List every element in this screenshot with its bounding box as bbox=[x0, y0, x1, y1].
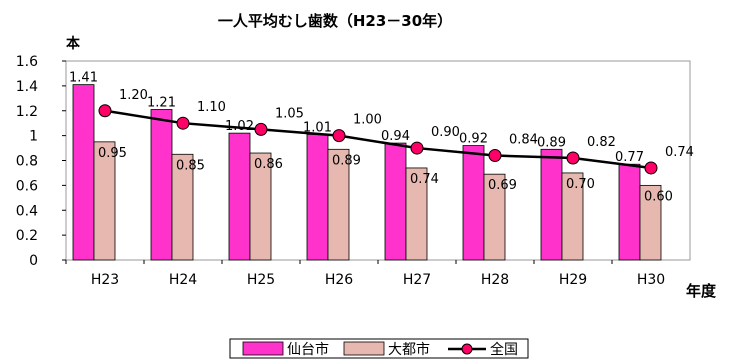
marker-zenkoku bbox=[176, 116, 190, 130]
data-label-daitoshi: 0.95 bbox=[98, 146, 127, 161]
data-label-daitoshi: 0.70 bbox=[566, 177, 595, 192]
bar-daitoshi bbox=[249, 152, 272, 261]
x-tick-label: H30 bbox=[637, 272, 665, 288]
plot-area: 0 0.2 0.4 0.6 0.8 1 1.2 1.4 1.6 H23 H24 H25 H26 H27 H2… bbox=[16, 54, 694, 288]
x-tick-label: H24 bbox=[169, 272, 197, 288]
data-label-daitoshi: 0.89 bbox=[332, 153, 361, 168]
y-tick-label: 1.6 bbox=[16, 54, 38, 70]
bar-sendai bbox=[384, 142, 407, 261]
x-tick-label: H27 bbox=[403, 272, 431, 288]
bar-daitoshi bbox=[171, 153, 194, 261]
y-axis-label: 本 bbox=[66, 35, 81, 52]
y-tick-label: 0.4 bbox=[16, 203, 38, 219]
y-tick-label: 0.2 bbox=[16, 228, 38, 244]
x-tick-label: H26 bbox=[325, 272, 353, 288]
x-tick-label: H29 bbox=[559, 272, 587, 288]
data-label-daitoshi: 0.69 bbox=[488, 178, 517, 193]
bar-daitoshi bbox=[327, 148, 350, 261]
data-label-zenkoku: 1.20 bbox=[119, 88, 148, 103]
x-tick-label: H25 bbox=[247, 272, 275, 288]
data-label-sendai: 0.92 bbox=[459, 132, 488, 147]
data-label-daitoshi: 0.85 bbox=[176, 158, 205, 173]
bar-sendai bbox=[150, 109, 173, 261]
legend-label-zenkoku: 全国 bbox=[490, 341, 518, 358]
data-label-daitoshi: 0.60 bbox=[644, 189, 673, 204]
bar-sendai bbox=[462, 145, 485, 261]
x-tick-label: H28 bbox=[481, 272, 509, 288]
legend-swatch-daitoshi bbox=[343, 341, 385, 356]
bar-daitoshi bbox=[93, 141, 116, 261]
data-label-sendai: 0.94 bbox=[381, 129, 410, 144]
bar-daitoshi bbox=[639, 184, 662, 261]
y-tick-label: 0.6 bbox=[16, 178, 38, 194]
data-label-zenkoku: 1.00 bbox=[353, 113, 382, 128]
bar-sendai bbox=[72, 84, 95, 261]
y-tick-label: 1.2 bbox=[16, 104, 38, 120]
legend-label-sendai: 仙台市 bbox=[287, 341, 329, 358]
data-label-zenkoku: 0.90 bbox=[431, 125, 460, 140]
bar-daitoshi bbox=[483, 173, 506, 261]
marker-zenkoku bbox=[254, 122, 268, 136]
bar-sendai bbox=[540, 148, 563, 261]
chart-title: 一人平均むし歯数（H23－30年） bbox=[218, 12, 452, 30]
data-label-zenkoku: 1.05 bbox=[275, 106, 304, 121]
bar-sendai bbox=[306, 133, 329, 261]
y-tick-label: 0.8 bbox=[16, 154, 38, 170]
x-axis-label: 年度 bbox=[686, 282, 717, 300]
line-zenkoku bbox=[104, 109, 652, 170]
bar-daitoshi bbox=[561, 172, 584, 261]
marker-zenkoku bbox=[410, 141, 424, 155]
legend: 仙台市 大都市 全国 bbox=[229, 338, 529, 359]
data-label-sendai: 1.02 bbox=[225, 119, 254, 134]
data-label-sendai: 1.01 bbox=[303, 120, 332, 135]
y-tick-label: 1 bbox=[29, 129, 38, 145]
bar-daitoshi bbox=[405, 167, 428, 261]
x-tick-label: H23 bbox=[91, 272, 119, 288]
bar-sendai bbox=[618, 163, 641, 261]
data-label-sendai: 0.89 bbox=[537, 135, 566, 150]
data-label-zenkoku: 0.74 bbox=[665, 145, 694, 160]
data-label-zenkoku: 1.10 bbox=[197, 100, 226, 115]
marker-zenkoku bbox=[488, 149, 502, 163]
data-label-daitoshi: 0.74 bbox=[410, 172, 439, 187]
data-label-zenkoku: 0.84 bbox=[509, 133, 538, 148]
legend-label-daitoshi: 大都市 bbox=[388, 341, 430, 358]
data-label-sendai: 0.77 bbox=[615, 150, 644, 165]
marker-zenkoku bbox=[644, 161, 658, 175]
legend-swatch-sendai bbox=[242, 341, 284, 356]
marker-zenkoku bbox=[566, 151, 580, 165]
legend-marker-zenkoku bbox=[461, 343, 473, 355]
data-label-daitoshi: 0.86 bbox=[254, 157, 283, 172]
data-label-sendai: 1.21 bbox=[147, 96, 176, 111]
y-tick-label: 0 bbox=[29, 253, 38, 269]
marker-zenkoku bbox=[98, 104, 112, 118]
marker-zenkoku bbox=[332, 129, 346, 143]
bar-sendai bbox=[228, 132, 251, 261]
data-label-zenkoku: 0.82 bbox=[587, 135, 616, 150]
y-tick-label: 1.4 bbox=[16, 79, 38, 95]
data-label-sendai: 1.41 bbox=[69, 71, 98, 86]
